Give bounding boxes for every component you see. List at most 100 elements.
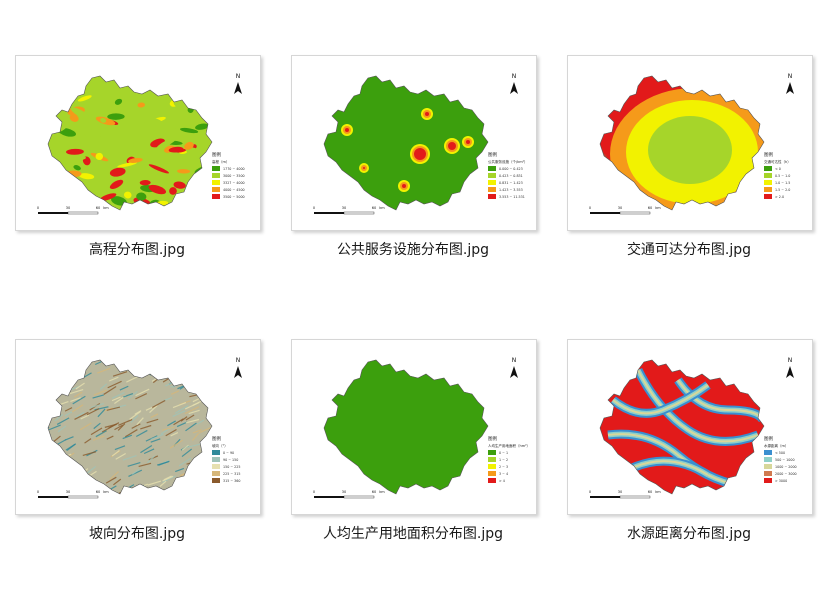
legend-label: 3000 ~ 3500 — [223, 174, 245, 178]
legend-label: 1.0 ~ 1.5 — [775, 181, 790, 185]
legend-swatch — [764, 194, 772, 199]
north-label: N — [236, 357, 241, 364]
legend-swatch — [212, 450, 220, 455]
legend-label: < 500 — [775, 451, 785, 455]
scale-label: 60 — [96, 206, 100, 210]
scale-bar: 0 30 60 km — [313, 206, 385, 215]
scale-label: 0 — [589, 206, 591, 210]
legend-subtitle: 坡向（°） — [212, 443, 228, 448]
legend-swatch — [488, 187, 496, 192]
legend-swatch — [488, 173, 496, 178]
scale-label: km — [655, 490, 661, 494]
scale-label: 60 — [372, 490, 376, 494]
scale-label: 60 — [648, 490, 652, 494]
legend-swatch — [764, 180, 772, 185]
thumbnail[interactable]: N 图例 坡向（°） 0 ~ 90 90 ~ 150 150 ~ 225 225 ~ 315… — [15, 339, 261, 515]
legend-label: 0.5 ~ 1.0 — [775, 174, 790, 178]
scale-label: 60 — [648, 206, 652, 210]
scale-label: 30 — [66, 490, 70, 494]
legend-swatch — [488, 450, 496, 455]
scale-label: 30 — [618, 490, 622, 494]
thumbnail[interactable]: N 图例 高程（m） 1770 ~ 4000 3000 ~ 3500 3327 ~ 400… — [15, 55, 261, 231]
thumbnail[interactable]: N 图例 人均生产用地面积（hm²） 0 ~ 1 1 ~ 2 2 ~ 3 3 ~ 4 > 4 0… — [291, 339, 537, 515]
legend-swatch — [488, 457, 496, 462]
legend-title: 图例 — [212, 151, 221, 158]
legend-title: 图例 — [488, 435, 497, 442]
north-arrow-icon: N — [234, 73, 242, 94]
legend-label: > 2.0 — [775, 195, 784, 199]
legend-label: 0.831 ~ 1.423 — [499, 181, 523, 185]
legend-swatch — [488, 180, 496, 185]
legend-label: 315 ~ 360 — [223, 479, 240, 483]
legend-label: 0 ~ 90 — [223, 451, 234, 455]
legend-label: 225 ~ 315 — [223, 472, 240, 476]
legend-title: 图例 — [764, 151, 773, 158]
legend-swatch — [764, 457, 772, 462]
scale-label: km — [103, 206, 109, 210]
north-arrow-icon: N — [510, 73, 518, 94]
legend-swatch — [488, 166, 496, 171]
legend-label: 1 ~ 2 — [499, 458, 508, 462]
legend-label: 1.423 ~ 3.553 — [499, 188, 523, 192]
legend-subtitle: 交通可达性（h） — [764, 159, 791, 164]
legend-swatch — [212, 478, 220, 483]
north-label: N — [236, 73, 241, 80]
file-name[interactable]: 交通可达分布图.jpg — [626, 242, 752, 258]
legend-subtitle: 人均生产用地面积（hm²） — [488, 443, 530, 448]
legend-swatch — [764, 464, 772, 469]
legend-swatch — [212, 457, 220, 462]
legend-label: 1000 ~ 2000 — [775, 465, 797, 469]
legend-label: 2000 ~ 3000 — [775, 472, 797, 476]
thumbnail[interactable]: N 图例 水源距离（m） < 500 500 ~ 1000 1000 ~ 2000 2000… — [567, 339, 813, 515]
legend-label: > 4 — [499, 479, 505, 483]
legend-label: 3.553 ~ 11.531 — [499, 195, 525, 199]
legend-subtitle: 水源距离（m） — [764, 443, 788, 448]
north-arrow-icon: N — [786, 73, 794, 94]
file-name[interactable]: 水源距离分布图.jpg — [626, 526, 752, 542]
file-name[interactable]: 人均生产用地面积分布图.jpg — [322, 526, 504, 542]
north-label: N — [788, 357, 793, 364]
legend-label: 3500 ~ 5000 — [223, 195, 245, 199]
scale-bar: 0 30 60 km — [313, 490, 385, 499]
scale-label: 30 — [342, 206, 346, 210]
scale-label: 0 — [313, 206, 315, 210]
legend-swatch — [488, 478, 496, 483]
legend-swatch — [488, 194, 496, 199]
legend-label: 150 ~ 225 — [223, 465, 240, 469]
legend-swatch — [212, 194, 220, 199]
scale-label: km — [379, 490, 385, 494]
legend-subtitle: 高程（m） — [212, 159, 229, 164]
scale-bar: 0 30 60 km — [37, 206, 109, 215]
legend-title: 图例 — [488, 151, 497, 158]
scale-label: 0 — [313, 490, 315, 494]
legend-label: 0 ~ 1 — [499, 451, 508, 455]
scale-label: 0 — [589, 490, 591, 494]
scale-label: 30 — [66, 206, 70, 210]
scale-bar: 0 30 60 km — [589, 490, 661, 499]
legend-swatch — [764, 166, 772, 171]
legend-label: 2 ~ 3 — [499, 465, 508, 469]
thumbnail[interactable]: N 图例 交通可达性（h） < 0 0.5 ~ 1.0 1.0 ~ 1.5 1.5 ~ 2.… — [567, 55, 813, 231]
legend-swatch — [764, 471, 772, 476]
scale-label: km — [103, 490, 109, 494]
legend-label: > 3000 — [775, 479, 787, 483]
scale-label: km — [379, 206, 385, 210]
legend-swatch — [212, 471, 220, 476]
scale-label: 0 — [37, 490, 39, 494]
legend-label: 1.5 ~ 2.0 — [775, 188, 790, 192]
thumbnail[interactable]: N 图例 公共服务设施（个/km²） 0.000 ~ 0.423 0.423 ~ 0.8… — [291, 55, 537, 231]
north-arrow-icon: N — [786, 357, 794, 378]
scale-label: 60 — [372, 206, 376, 210]
scale-label: 30 — [618, 206, 622, 210]
legend-label: 0.423 ~ 0.831 — [499, 174, 523, 178]
file-name[interactable]: 公共服务设施分布图.jpg — [336, 242, 490, 258]
file-name[interactable]: 坡向分布图.jpg — [88, 526, 186, 542]
legend-swatch — [764, 450, 772, 455]
scale-bar: 0 30 60 km — [589, 206, 661, 215]
legend-label: 1770 ~ 4000 — [223, 167, 245, 171]
file-name[interactable]: 高程分布图.jpg — [88, 242, 186, 258]
